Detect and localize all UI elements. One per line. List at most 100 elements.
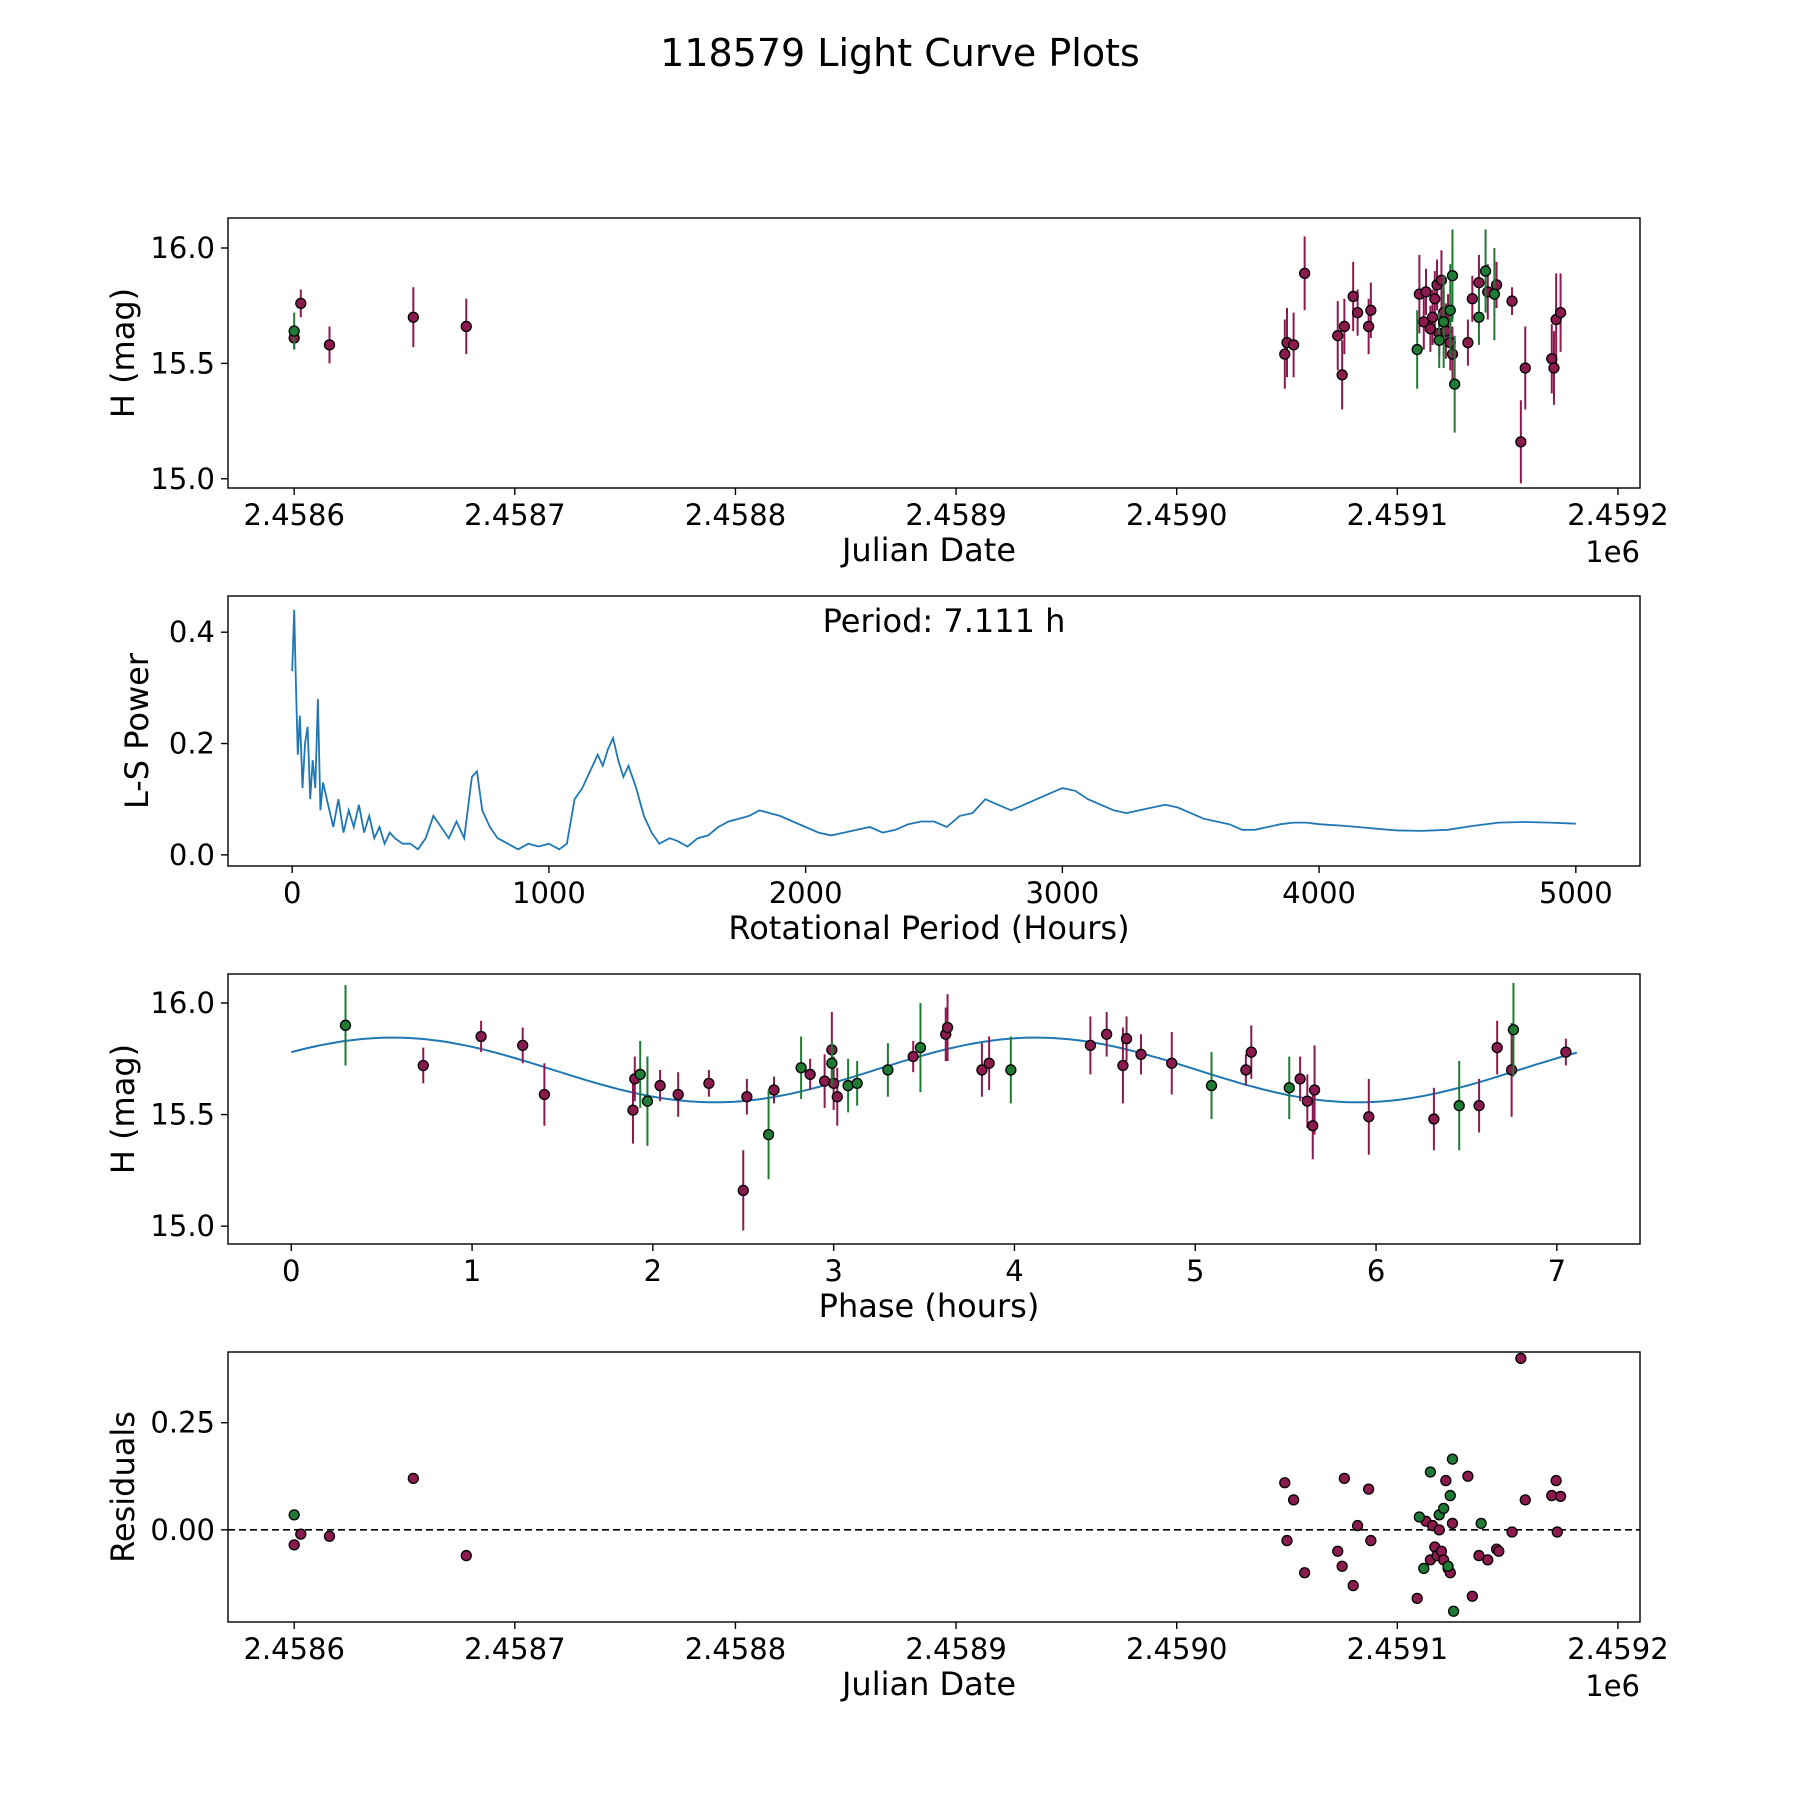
axes-frame (227, 595, 1641, 867)
data-point (460, 320, 472, 333)
data-point (1411, 1592, 1423, 1605)
x-offset-text: 1e6 (1585, 1669, 1640, 1703)
data-point (1554, 306, 1567, 319)
data-point (1560, 1046, 1572, 1058)
x-tick-label: 2.4590 (1126, 1632, 1227, 1666)
panel-residuals: 2.4586 2.4587 2.4588 2.4589 2.4590 2.4591 2.45… (104, 1351, 1669, 1703)
data-point (1446, 270, 1459, 282)
data-point (1365, 304, 1377, 316)
data-point (1433, 334, 1445, 346)
x-tick-label: 2.4592 (1567, 1632, 1668, 1666)
data-point (741, 1091, 753, 1103)
y-tick-label: 0.4 (169, 615, 215, 649)
data-point (1473, 1549, 1485, 1562)
data-point (288, 325, 300, 337)
y-tick-label: 0.00 (150, 1513, 215, 1547)
y-tick-label: 15.5 (150, 1098, 215, 1132)
data-point (1351, 1519, 1364, 1532)
data-point (1442, 1560, 1454, 1572)
data-point (1301, 1095, 1313, 1107)
x-tick-label: 4 (1005, 1254, 1023, 1288)
y-tick-label: 0.0 (169, 838, 215, 872)
data-point (295, 1528, 307, 1540)
data-point (538, 1088, 551, 1101)
data-point (1283, 1082, 1295, 1094)
period-annotation: Period: 7.111 h (823, 602, 1066, 640)
x-tick-label: 5 (1186, 1254, 1204, 1288)
x-axis-label: Phase (hours) (819, 1287, 1040, 1325)
plot-area-periodogram (291, 609, 1576, 851)
data-point (1338, 1472, 1351, 1485)
data-point (882, 1064, 894, 1076)
data-point (1307, 1120, 1319, 1132)
data-point (826, 1057, 838, 1069)
data-point (1336, 1560, 1348, 1572)
data-point (1548, 362, 1560, 374)
data-point (1473, 276, 1485, 289)
data-point (1429, 293, 1441, 305)
x-tick-label: 2.4591 (1347, 1632, 1448, 1666)
data-point (1005, 1064, 1017, 1076)
data-point (1437, 1502, 1450, 1515)
plot-area-phased (291, 982, 1578, 1231)
data-point (1351, 306, 1364, 319)
y-tick-label: 15.0 (150, 1209, 215, 1243)
data-point (851, 1077, 863, 1089)
x-tick-label: 2.4588 (685, 1632, 786, 1666)
data-point (1550, 1474, 1562, 1487)
data-point (1245, 1046, 1257, 1058)
data-point (1466, 1590, 1478, 1602)
data-point (1462, 336, 1474, 349)
data-point (907, 1050, 919, 1063)
data-point (1287, 339, 1300, 351)
x-axis-label: Julian Date (840, 531, 1016, 569)
data-point (1507, 1024, 1520, 1036)
power-spectrum-line (291, 609, 1576, 851)
y-axis-label: L-S Power (118, 652, 156, 809)
data-point (1281, 1534, 1293, 1547)
data-point (627, 1104, 639, 1116)
data-point (1435, 274, 1448, 286)
data-point (1135, 1048, 1147, 1060)
data-point (1482, 1554, 1494, 1566)
figure-title: 118579 Light Curve Plots (660, 31, 1140, 75)
x-tick-label: 3 (824, 1254, 842, 1288)
data-point (323, 1530, 336, 1542)
data-point (1365, 1534, 1377, 1547)
data-point (1332, 330, 1344, 342)
y-axis-label: H (mag) (104, 1044, 142, 1174)
data-point (1120, 1033, 1133, 1045)
data-point (1338, 320, 1351, 333)
data-point (1462, 1470, 1474, 1482)
y-axis-label: H (mag) (104, 288, 142, 418)
data-point (1240, 1064, 1252, 1076)
data-point (1411, 343, 1423, 356)
data-point (1205, 1079, 1218, 1092)
data-point (1444, 1489, 1456, 1502)
data-point (703, 1077, 715, 1089)
data-point (1449, 378, 1461, 390)
data-point (407, 1472, 419, 1485)
data-point (672, 1088, 684, 1101)
data-point (1424, 1466, 1437, 1478)
data-point (1475, 1517, 1487, 1530)
data-point (1446, 1517, 1459, 1530)
data-point (1437, 316, 1450, 328)
data-point (1294, 1073, 1306, 1085)
data-point (842, 1079, 854, 1092)
data-point (1420, 286, 1432, 298)
axes-frame (227, 1351, 1641, 1623)
y-tick-label: 16.0 (150, 231, 215, 265)
data-point (1332, 1545, 1344, 1557)
x-tick-label: 2.4589 (905, 498, 1006, 532)
data-point (417, 1059, 429, 1072)
data-point (1488, 288, 1501, 300)
data-point (1287, 1494, 1300, 1506)
data-point (475, 1030, 487, 1043)
data-point (1519, 1494, 1531, 1506)
model-fit-curve (291, 1036, 1578, 1104)
data-point (1546, 353, 1558, 365)
data-point (1426, 311, 1439, 323)
x-tick-label: 1000 (512, 876, 586, 910)
data-point (976, 1064, 988, 1076)
